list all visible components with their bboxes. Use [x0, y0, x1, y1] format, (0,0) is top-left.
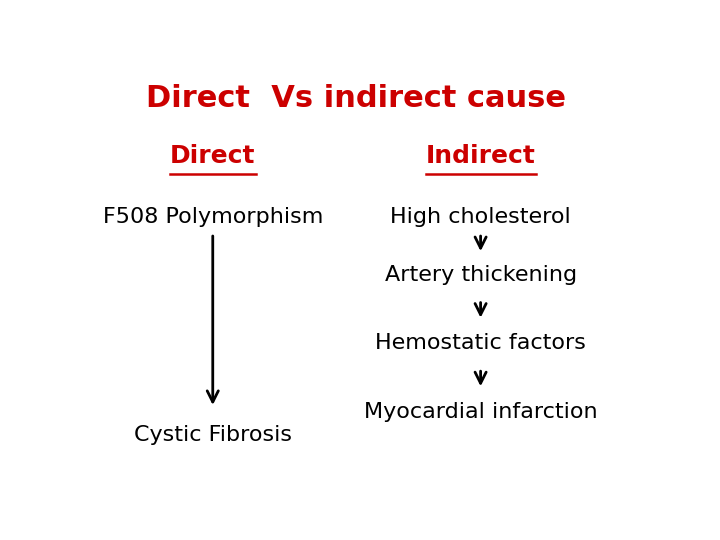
Text: F508 Polymorphism: F508 Polymorphism [102, 207, 323, 227]
Text: Direct  Vs indirect cause: Direct Vs indirect cause [145, 84, 566, 112]
Text: Artery thickening: Artery thickening [384, 265, 577, 285]
Text: Cystic Fibrosis: Cystic Fibrosis [134, 425, 292, 445]
Text: High cholesterol: High cholesterol [390, 207, 571, 227]
Text: Myocardial infarction: Myocardial infarction [364, 402, 598, 422]
Text: Direct: Direct [170, 144, 256, 168]
Text: Hemostatic factors: Hemostatic factors [375, 333, 586, 353]
Text: Indirect: Indirect [426, 144, 536, 168]
